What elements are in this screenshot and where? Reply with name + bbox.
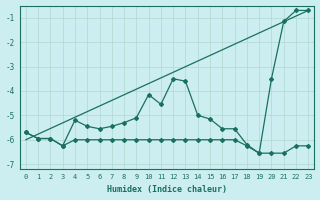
- X-axis label: Humidex (Indice chaleur): Humidex (Indice chaleur): [107, 185, 227, 194]
